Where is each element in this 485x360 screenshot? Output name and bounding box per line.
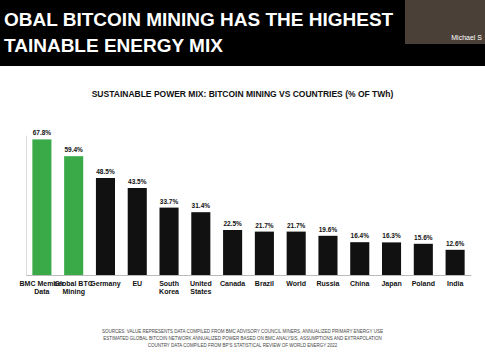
x-tick-label-line: India (447, 280, 463, 287)
x-tick-label: India (447, 280, 463, 287)
x-tick: Global BTCMining (55, 275, 93, 296)
x-tick-label: Germany (90, 280, 120, 288)
x-tick: India (447, 275, 463, 287)
x-axis-line (27, 275, 472, 276)
header-band (0, 0, 485, 66)
x-tick: China (350, 275, 370, 287)
plot: BMC MemberDataGlobal BTCMiningGermanyEUS… (20, 129, 472, 296)
x-tick: Brazil (255, 275, 274, 287)
data-label: 48.5% (96, 168, 115, 175)
x-tick-label-line: Germany (90, 280, 120, 288)
bar (414, 244, 433, 275)
slide-title: OBAL BITCOIN MINING HAS THE HIGHEST (4, 9, 394, 30)
x-tick: Germany (90, 275, 120, 288)
slide: OBAL BITCOIN MINING HAS THE HIGHEST TAINA… (0, 0, 485, 360)
x-tick: Canada (220, 275, 245, 287)
bar (446, 250, 465, 275)
x-tick-label: UnitedStates (190, 280, 212, 295)
source-note: SOURCES: VALUE REPRESENTS DATA COMPILED … (102, 329, 383, 334)
bar (350, 242, 369, 275)
x-tick-label: Canada (220, 280, 245, 287)
bar (191, 212, 210, 275)
x-tick-label: EU (132, 280, 142, 287)
data-label: 21.7% (287, 222, 306, 229)
x-tick-label-line: United (190, 280, 212, 287)
data-label: 15.6% (414, 234, 433, 241)
source-note: ESTIMATED GLOBAL BITCOIN NETWORK ANNUALI… (103, 336, 382, 341)
x-tick-label-line: South (159, 280, 179, 287)
x-axis: BMC MemberDataGlobal BTCMiningGermanyEUS… (20, 275, 472, 296)
data-label: 59.4% (64, 146, 83, 153)
presenter-name: Michael S (451, 34, 482, 41)
x-tick-label: China (350, 280, 370, 287)
x-tick-label-line: Brazil (255, 280, 274, 287)
bar (64, 156, 83, 275)
data-label: 31.4% (192, 202, 211, 209)
x-tick-label-line: World (286, 280, 306, 287)
x-tick-label-line: Poland (412, 280, 435, 287)
data-label: 43.5% (128, 178, 147, 185)
x-tick-label-line: Russia (316, 280, 339, 287)
x-tick-label-line: Mining (62, 288, 85, 296)
x-tick: SouthKorea (159, 275, 179, 295)
data-label: 19.6% (319, 226, 338, 233)
x-tick: Russia (316, 275, 339, 287)
x-tick-label: Japan (381, 280, 401, 288)
x-tick: Poland (412, 275, 435, 287)
data-label: 12.6% (446, 240, 465, 247)
data-labels: 67.8% 59.4% 48.5% 43.5% 33.7% 31.4% 22.5% 21.7%… (33, 129, 465, 246)
data-label: 16.4% (351, 232, 370, 239)
x-tick: Japan (381, 275, 401, 288)
x-tick: EU (132, 275, 142, 287)
data-label: 67.8% (33, 129, 52, 136)
x-tick-label-line: EU (132, 280, 142, 287)
x-tick-label: SouthKorea (159, 280, 179, 295)
x-tick-label: Global BTCMining (55, 280, 93, 296)
x-tick-label-line: Data (34, 288, 49, 295)
bar (255, 232, 274, 275)
x-tick-label-line: Japan (381, 280, 401, 288)
chart-title: SUSTAINABLE POWER MIX: BITCOIN MINING VS… (92, 89, 394, 99)
x-tick-label: Brazil (255, 280, 274, 287)
x-tick: World (286, 275, 306, 287)
bar (32, 139, 51, 275)
x-tick: UnitedStates (190, 275, 212, 295)
y-axis (26, 136, 27, 276)
x-tick-label-line: China (350, 280, 370, 287)
x-tick-label-line: States (190, 288, 211, 295)
data-label: 21.7% (255, 222, 274, 229)
x-tick-label: Poland (412, 280, 435, 287)
x-tick-label: World (286, 280, 306, 287)
x-tick-label-line: Canada (220, 280, 245, 287)
source-note: COUNTRY DATA COMPILED FROM BP'S STATISTI… (148, 343, 338, 348)
bar (96, 178, 115, 275)
bar (160, 208, 179, 275)
x-tick-label: Russia (316, 280, 339, 287)
x-tick-label-line: Global BTC (55, 280, 93, 287)
data-label: 33.7% (160, 198, 179, 205)
bar (287, 232, 306, 275)
bar (382, 242, 401, 275)
bar (223, 230, 242, 275)
data-label: 22.5% (223, 220, 242, 227)
x-tick-label-line: Korea (159, 288, 179, 295)
bar (318, 236, 337, 275)
data-label: 16.3% (382, 232, 401, 239)
bar (128, 188, 147, 275)
bars (32, 139, 464, 275)
presenter-video (405, 0, 485, 44)
slide-title: TAINABLE ENERGY MIX (4, 35, 223, 56)
y-axis-line (26, 136, 27, 276)
